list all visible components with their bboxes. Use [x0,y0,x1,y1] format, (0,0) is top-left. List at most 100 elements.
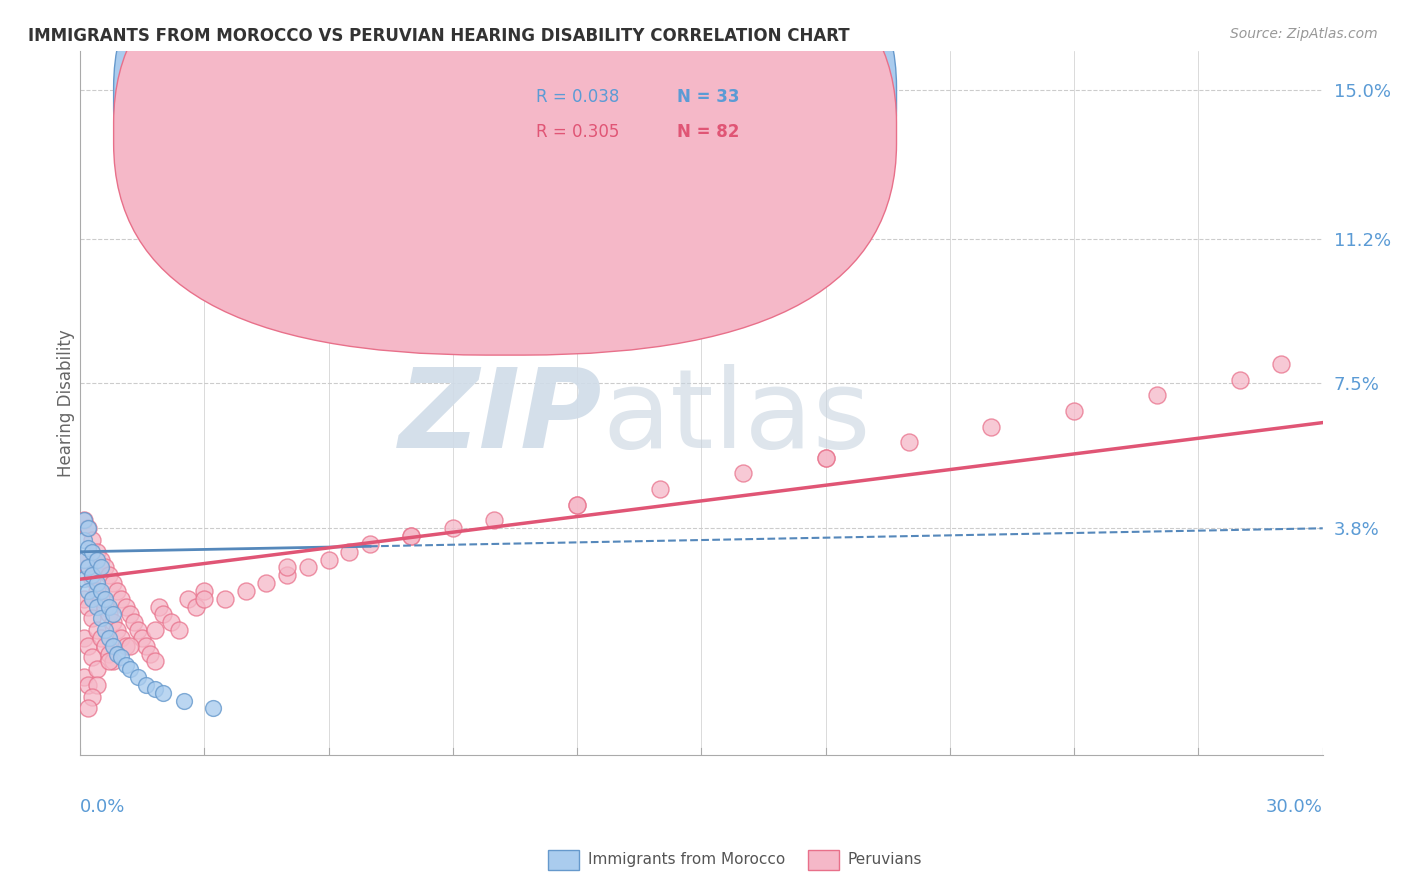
Point [814,450,837,465]
Point [86,662,108,676]
Point [160,615,183,630]
Point [980,419,1002,434]
Point [122,615,145,630]
Point [484,513,506,527]
Y-axis label: Hearing Disability: Hearing Disability [58,329,75,477]
FancyBboxPatch shape [465,69,801,156]
Point [94,623,117,637]
Point [90,552,112,566]
Point [86,545,108,559]
Point [152,607,174,622]
Point [143,681,166,696]
Point [105,583,128,598]
Point [73,572,96,586]
Point [82,611,104,625]
Text: IMMIGRANTS FROM MOROCCO VS PERUVIAN HEARING DISABILITY CORRELATION CHART: IMMIGRANTS FROM MOROCCO VS PERUVIAN HEAR… [28,27,849,45]
Point [276,568,298,582]
Point [648,482,671,496]
Point [73,513,96,527]
Point [173,693,195,707]
Point [184,599,207,614]
Point [318,552,340,566]
Point [118,662,141,676]
Text: N = 82: N = 82 [676,123,740,142]
Point [214,591,236,606]
Text: R = 0.038: R = 0.038 [536,88,620,106]
Point [98,607,121,622]
Point [152,686,174,700]
Point [731,467,754,481]
Point [110,631,132,645]
Point [105,623,128,637]
Point [897,435,920,450]
Point [441,521,464,535]
Point [86,583,108,598]
Point [103,639,125,653]
Text: 30.0%: 30.0% [1265,797,1323,815]
Point [77,701,100,715]
Point [90,591,112,606]
Point [73,552,96,566]
Point [94,639,117,653]
Point [135,678,157,692]
Point [73,670,96,684]
Point [118,607,141,622]
Point [90,583,112,598]
Point [565,498,588,512]
Point [90,611,112,625]
Point [118,639,141,653]
Point [94,591,117,606]
FancyBboxPatch shape [114,0,897,355]
Point [73,631,96,645]
Point [143,654,166,668]
Point [82,591,104,606]
Point [276,560,298,574]
Point [86,678,108,692]
Point [98,647,121,661]
Point [103,576,125,591]
Point [90,560,112,574]
Point [82,545,104,559]
Point [169,623,191,637]
Point [177,591,200,606]
Point [1270,357,1292,371]
Point [114,658,136,673]
Point [135,639,157,653]
Point [77,521,100,535]
Point [98,599,121,614]
Point [86,576,108,591]
Point [565,498,588,512]
Point [86,599,108,614]
Point [82,533,104,547]
Point [98,631,121,645]
Text: 0.0%: 0.0% [80,797,125,815]
Point [110,591,132,606]
Point [77,583,100,598]
Text: Immigrants from Morocco: Immigrants from Morocco [588,853,785,867]
Text: Source: ZipAtlas.com: Source: ZipAtlas.com [1230,27,1378,41]
Point [201,701,224,715]
Point [114,639,136,653]
Point [77,541,100,555]
Point [401,529,423,543]
Point [73,533,96,547]
Point [82,690,104,704]
Point [1063,404,1085,418]
Point [73,552,96,566]
Point [131,631,153,645]
Point [256,576,278,591]
Point [77,560,100,574]
Point [1146,388,1168,402]
Text: atlas: atlas [602,364,870,471]
Point [193,591,215,606]
FancyBboxPatch shape [114,0,897,320]
Point [337,545,360,559]
Point [86,623,108,637]
Text: N = 33: N = 33 [676,88,740,106]
Point [235,583,257,598]
Point [103,607,125,622]
Point [98,654,121,668]
Text: Peruvians: Peruvians [848,853,922,867]
Point [103,615,125,630]
Point [77,678,100,692]
